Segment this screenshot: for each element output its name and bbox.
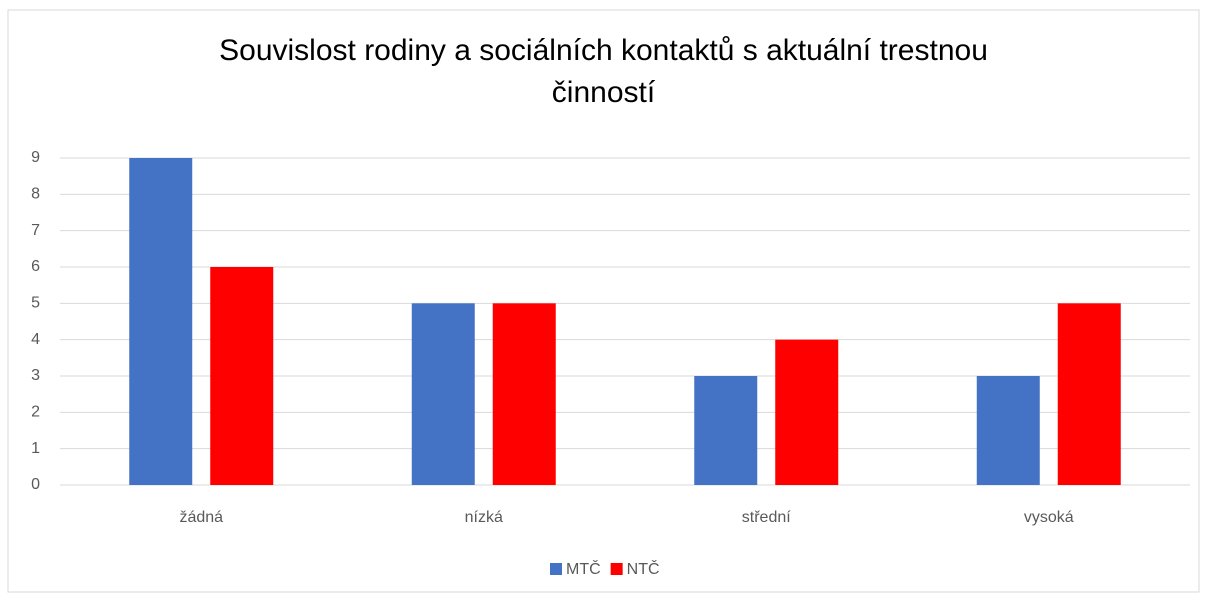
x-tick-label: střední (742, 509, 791, 526)
y-tick-label: 8 (31, 186, 40, 203)
title-box: Souvislost rodiny a sociálních kontaktů … (219, 34, 988, 109)
x-tick-label: nízká (465, 509, 503, 526)
bar (492, 303, 556, 485)
y-tick-label: 0 (31, 476, 40, 493)
bar (129, 158, 193, 485)
legend-label: NTČ (627, 559, 660, 578)
y-tick-label: 6 (31, 258, 40, 275)
bar (694, 376, 758, 485)
y-tick-label: 4 (31, 331, 40, 348)
y-tick-label: 7 (31, 222, 40, 239)
legend-swatch (610, 563, 623, 575)
x-tick-label: vysoká (1024, 509, 1074, 526)
bar (411, 303, 475, 485)
bar (210, 267, 274, 485)
chart-title: Souvislost rodiny a sociálních kontaktů … (219, 34, 988, 109)
y-tick-label: 1 (31, 440, 40, 457)
legend-label: MTČ (566, 559, 601, 578)
bar (775, 339, 839, 485)
y-tick-label: 9 (31, 149, 40, 166)
legend-swatch (550, 563, 562, 575)
bar (976, 376, 1040, 485)
y-tick-label: 5 (31, 295, 40, 312)
y-tick-label: 3 (31, 367, 40, 384)
y-tick-label: 2 (31, 404, 40, 421)
bar (1057, 303, 1121, 485)
chart-frame (7, 9, 1200, 593)
x-tick-label: žádná (179, 509, 223, 526)
